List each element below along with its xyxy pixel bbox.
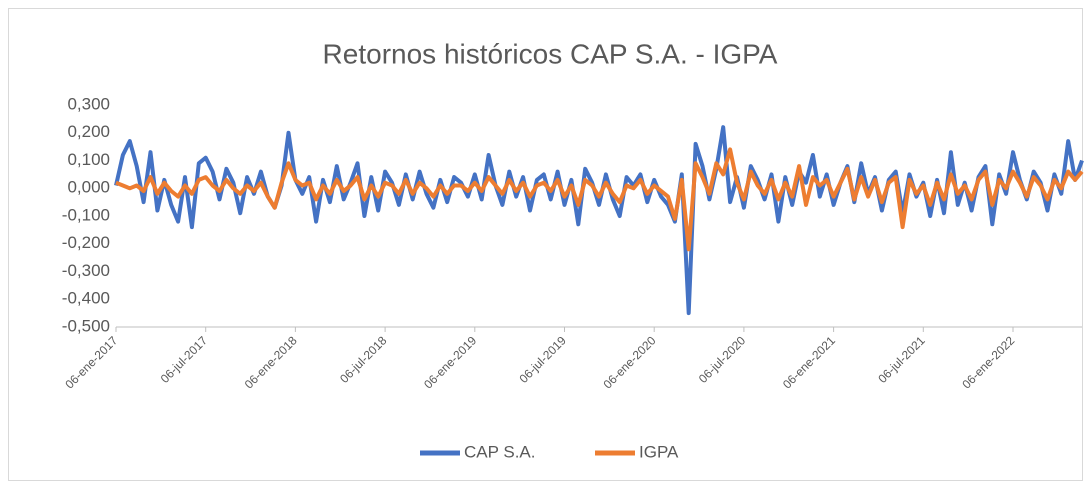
y-tick-label: 0,100	[67, 150, 110, 169]
chart-title: Retornos históricos CAP S.A. - IGPA	[323, 38, 778, 69]
legend-label: IGPA	[639, 442, 679, 461]
y-tick-label: 0,000	[67, 178, 110, 197]
y-tick-label: -0,200	[62, 233, 110, 252]
y-tick-label: 0,200	[67, 122, 110, 141]
y-tick-label: -0,400	[62, 289, 110, 308]
y-tick-label: 0,300	[67, 94, 110, 113]
y-tick-label: -0,500	[62, 316, 110, 335]
chart-border	[8, 8, 1083, 481]
legend-label: CAP S.A.	[464, 442, 536, 461]
y-tick-label: -0,100	[62, 205, 110, 224]
series-line	[115, 147, 1084, 252]
y-tick-label: -0,300	[62, 261, 110, 280]
